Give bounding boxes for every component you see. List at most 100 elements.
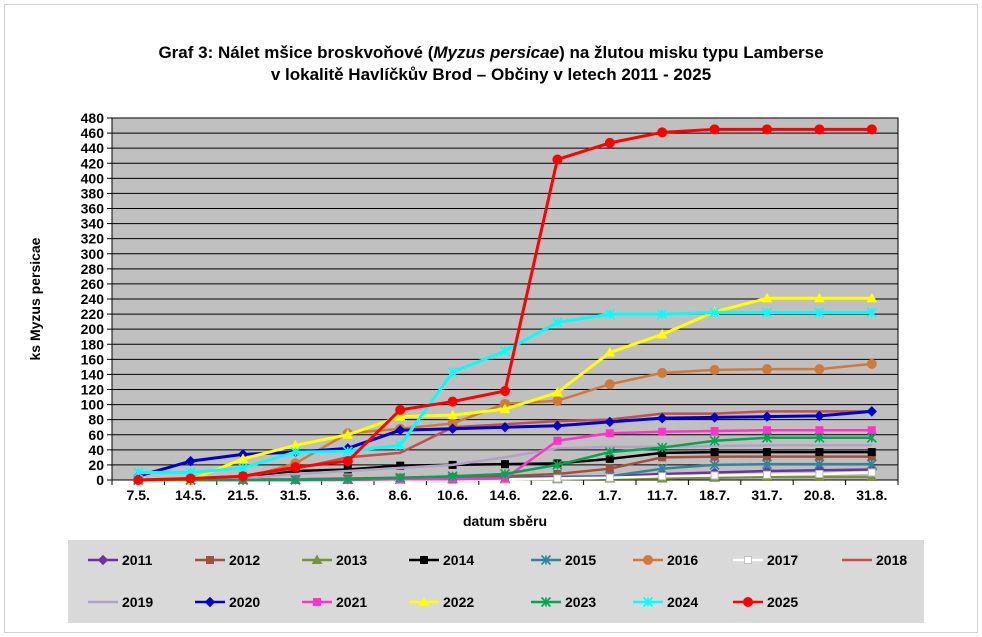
chart-title: Graf 3: Nálet mšice broskvoňové (Myzus p… <box>0 42 982 86</box>
x-tick-label: 11.7. <box>647 487 677 503</box>
data-point <box>815 469 824 478</box>
data-point <box>342 474 353 485</box>
legend-item-2016: 2016 <box>631 550 698 570</box>
y-tick-label: 40 <box>88 442 104 458</box>
data-point <box>656 412 668 424</box>
data-point <box>866 124 877 135</box>
data-point <box>552 317 563 328</box>
data-point <box>866 459 877 470</box>
data-point <box>395 440 406 451</box>
data-point <box>290 474 301 486</box>
legend-marker <box>643 555 653 565</box>
legend-label: 2011 <box>122 552 153 568</box>
x-tick-label: 14.6. <box>489 487 520 503</box>
series-2025 <box>133 124 877 485</box>
data-point <box>342 456 353 467</box>
y-tick-label: 80 <box>88 412 104 428</box>
data-point <box>814 459 825 470</box>
x-tick-label: 21.5. <box>227 487 258 503</box>
y-tick-label: 20 <box>88 457 104 473</box>
y-tick-label: 60 <box>88 427 104 443</box>
legend-item-2023: 2023 <box>529 592 596 612</box>
series-line-2019 <box>138 444 872 482</box>
data-point <box>866 432 877 443</box>
data-point <box>658 472 667 481</box>
legend-swatch <box>633 596 663 608</box>
line-chart: 0204060801001201401601802002202402602803… <box>27 110 899 529</box>
data-point <box>290 462 301 473</box>
legend-swatch <box>302 554 332 564</box>
legend-item-2024: 2024 <box>631 592 698 612</box>
data-point <box>814 364 825 375</box>
legend-swatch <box>409 556 439 564</box>
data-point <box>814 410 825 422</box>
x-tick-label: 18.7. <box>699 487 730 503</box>
legend-swatch <box>531 596 561 608</box>
legend-item-2012: 2012 <box>193 550 260 570</box>
series-2023 <box>133 432 877 486</box>
x-tick-label: 1.7. <box>598 487 621 503</box>
data-point <box>710 471 719 480</box>
x-tick-label: 14.5. <box>175 487 206 503</box>
legend-swatch <box>88 554 118 566</box>
data-point <box>553 474 562 483</box>
y-tick-label: 240 <box>81 291 105 307</box>
y-tick-label: 100 <box>81 397 105 413</box>
data-point <box>552 459 563 470</box>
legend-marker <box>743 597 753 607</box>
data-point <box>815 426 824 435</box>
chart-title-prefix: Graf 3: Nálet mšice broskvoňové ( <box>158 43 434 62</box>
x-tick-label: 10.6. <box>437 487 468 503</box>
data-point <box>866 292 878 303</box>
y-tick-label: 200 <box>81 321 105 337</box>
data-point <box>657 127 668 138</box>
data-point <box>657 309 668 320</box>
legend-label: 2024 <box>667 594 699 610</box>
y-tick-label: 140 <box>81 366 105 382</box>
y-tick-label: 340 <box>81 216 105 232</box>
legend-item-2019: 2019 <box>86 592 153 612</box>
legend-swatch <box>88 600 118 604</box>
y-tick-label: 220 <box>81 306 105 322</box>
y-tick-label: 120 <box>81 382 105 398</box>
legend-marker <box>313 598 321 606</box>
legend-label: 2015 <box>565 552 597 568</box>
legend-label: 2023 <box>565 594 597 610</box>
y-tick-label: 0 <box>96 472 104 488</box>
data-point <box>762 124 772 135</box>
data-point <box>867 468 876 477</box>
data-point <box>605 429 614 438</box>
data-point <box>761 432 773 443</box>
legend-label: 2021 <box>336 594 368 610</box>
y-tick-label: 380 <box>81 185 105 201</box>
legend-swatch <box>733 556 763 564</box>
data-point <box>656 328 668 339</box>
data-point <box>394 425 406 436</box>
data-point <box>604 347 616 357</box>
data-point <box>447 471 458 482</box>
legend-marker <box>744 556 752 564</box>
y-axis-ticks: 0204060801001201401601802002202402602803… <box>81 110 112 488</box>
y-tick-label: 420 <box>81 155 105 171</box>
data-point <box>866 471 878 481</box>
data-point <box>499 468 511 480</box>
legend-item-2014: 2014 <box>407 550 474 570</box>
y-tick-label: 360 <box>81 201 105 217</box>
chart-title-line2: v lokalitě Havlíčkův Brod – Občiny v let… <box>270 65 712 84</box>
data-point <box>499 403 511 414</box>
data-point <box>815 448 824 457</box>
data-point <box>237 462 249 473</box>
x-tick-label: 20.8. <box>804 487 835 503</box>
data-point <box>866 358 877 369</box>
data-point <box>342 429 354 439</box>
data-point <box>499 422 511 433</box>
data-point <box>658 427 667 436</box>
legend-marker <box>311 554 323 564</box>
legend-label: 2016 <box>667 552 699 568</box>
data-point <box>552 386 563 397</box>
data-point <box>237 453 249 463</box>
legend-swatch <box>633 555 663 565</box>
legend-marker <box>540 554 552 566</box>
legend-swatch <box>842 558 872 562</box>
data-point <box>763 426 771 435</box>
